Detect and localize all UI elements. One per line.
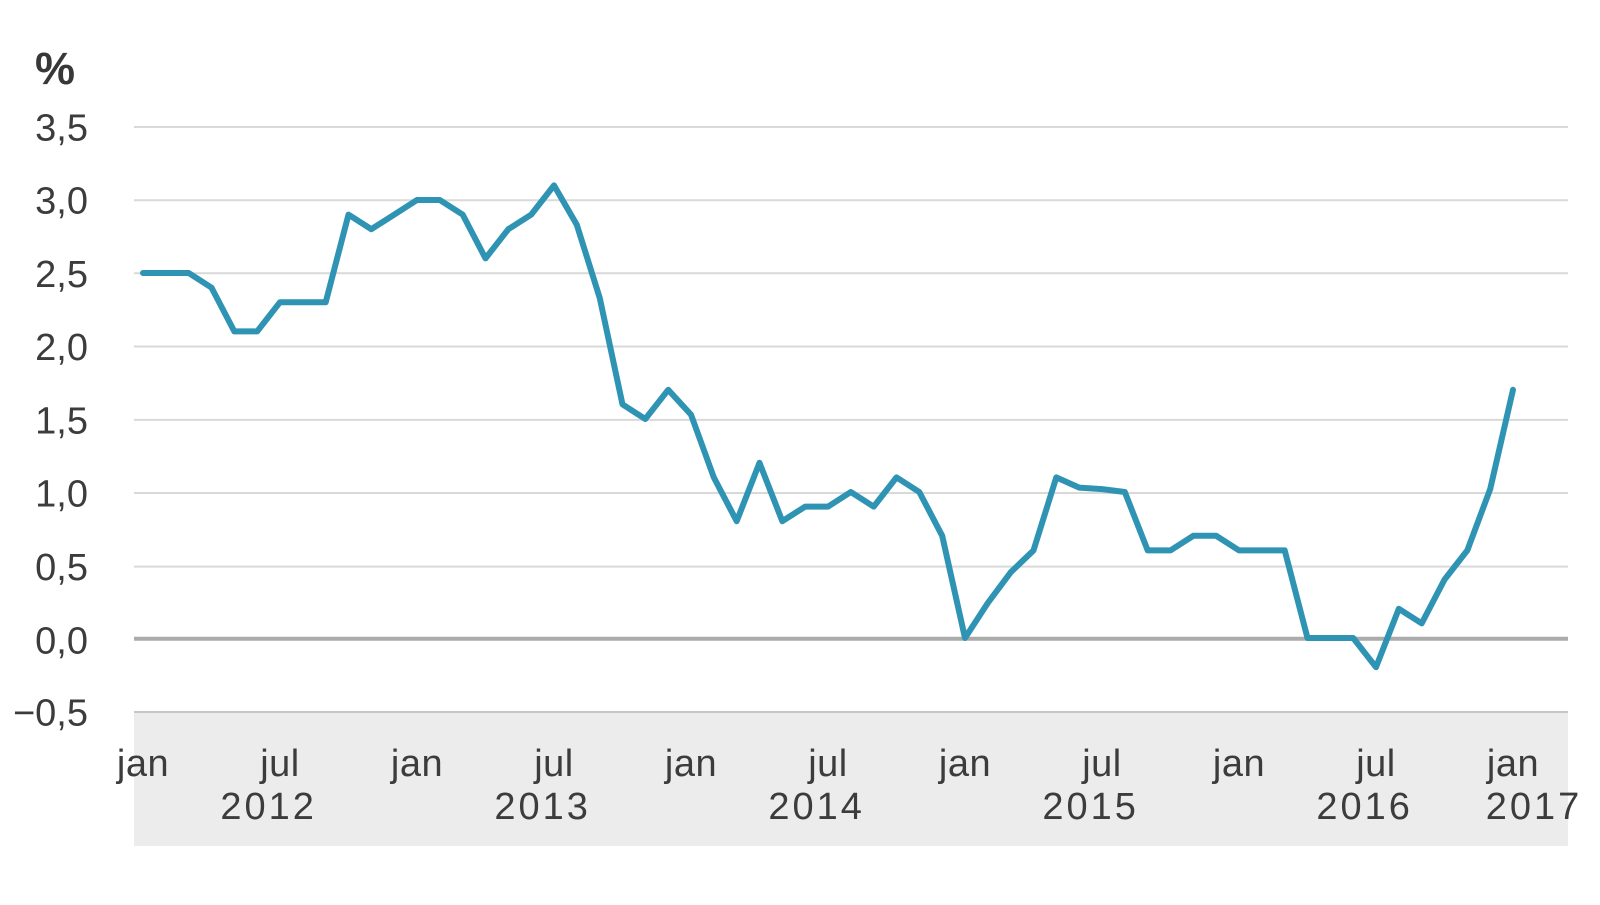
svg-text:1,0: 1,0: [35, 474, 88, 516]
svg-text:jan: jan: [664, 743, 717, 785]
svg-text:%: %: [35, 43, 75, 94]
svg-text:2,5: 2,5: [35, 254, 88, 296]
svg-text:2015: 2015: [1042, 786, 1139, 828]
svg-text:jan: jan: [938, 743, 991, 785]
svg-text:jul: jul: [1081, 743, 1122, 785]
svg-text:0,5: 0,5: [35, 547, 88, 589]
svg-text:2,0: 2,0: [35, 327, 88, 369]
svg-text:1,5: 1,5: [35, 400, 88, 442]
svg-text:jan: jan: [1486, 743, 1539, 785]
svg-text:2017: 2017: [1486, 786, 1583, 828]
svg-text:jan: jan: [390, 743, 443, 785]
svg-text:−0,5: −0,5: [13, 693, 88, 735]
svg-text:jul: jul: [807, 743, 848, 785]
svg-text:3,0: 3,0: [35, 181, 88, 223]
svg-text:0,0: 0,0: [35, 620, 88, 662]
svg-text:2012: 2012: [220, 786, 317, 828]
svg-text:3,5: 3,5: [35, 108, 88, 150]
svg-text:jul: jul: [1355, 743, 1396, 785]
svg-text:jan: jan: [1212, 743, 1265, 785]
svg-text:jul: jul: [259, 743, 300, 785]
svg-text:2013: 2013: [494, 786, 591, 828]
svg-text:jan: jan: [116, 743, 169, 785]
svg-text:2016: 2016: [1316, 786, 1413, 828]
svg-text:jul: jul: [533, 743, 574, 785]
svg-text:2014: 2014: [768, 786, 865, 828]
